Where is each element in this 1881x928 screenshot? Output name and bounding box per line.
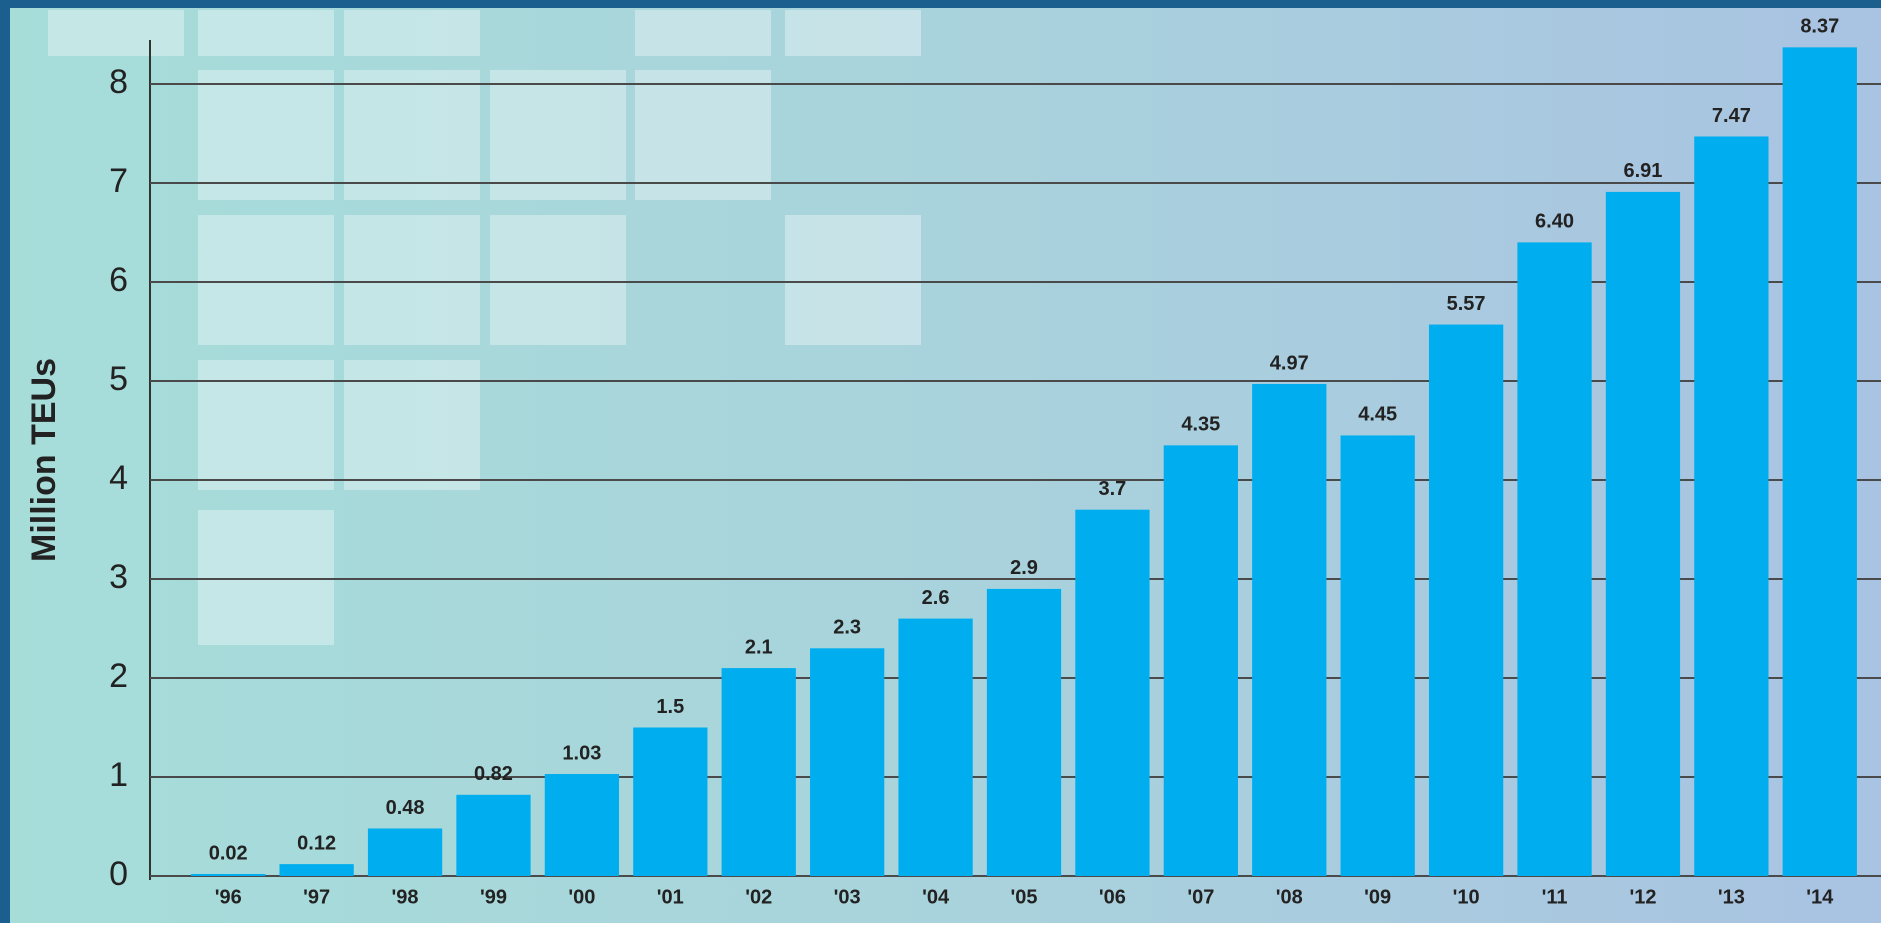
x-tick-label: '01 (657, 886, 684, 908)
y-tick-label: 1 (109, 756, 128, 794)
value-label: 6.91 (1623, 160, 1662, 182)
value-label: 2.9 (1010, 557, 1038, 579)
y-tick-label: 5 (109, 360, 128, 398)
value-label: 1.03 (562, 742, 601, 764)
value-label: 2.1 (745, 636, 773, 658)
value-label: 8.37 (1800, 16, 1839, 38)
value-label: 3.7 (1099, 478, 1127, 500)
y-tick-label: 2 (109, 657, 128, 695)
bar (367, 828, 443, 876)
value-label: 4.45 (1358, 404, 1397, 426)
bar (1605, 191, 1681, 876)
y-tick-label: 0 (109, 855, 128, 893)
x-tick-label: '13 (1718, 886, 1745, 908)
x-tick-label: '06 (1099, 886, 1126, 908)
bar (1252, 383, 1327, 876)
x-tick-label: '96 (215, 886, 242, 908)
x-tick-label: '11 (1542, 886, 1568, 908)
bar (1428, 324, 1504, 876)
bar (456, 794, 531, 876)
bar (898, 618, 973, 876)
value-label: 0.48 (386, 797, 425, 819)
value-label: 5.57 (1447, 293, 1486, 315)
value-label: 6.40 (1535, 211, 1574, 233)
bar (721, 668, 796, 876)
bar (633, 727, 708, 876)
x-tick-label: '14 (1806, 886, 1834, 908)
bar (1517, 242, 1592, 876)
x-tick-label: '08 (1276, 886, 1303, 908)
x-tick-label: '00 (568, 886, 595, 908)
x-tick-label: '04 (922, 886, 950, 908)
bar (1163, 445, 1238, 876)
x-tick-label: '10 (1453, 886, 1480, 908)
bar (986, 588, 1062, 876)
decor-tiles (48, 10, 921, 645)
x-tick-label: '05 (1010, 886, 1037, 908)
y-axis-label: Million TEUs (25, 358, 63, 562)
value-label: 0.82 (474, 763, 513, 785)
bar (544, 774, 620, 876)
bar (191, 874, 266, 876)
x-tick-label: '03 (834, 886, 861, 908)
value-label: 4.35 (1181, 414, 1220, 436)
x-tick-label: '98 (392, 886, 419, 908)
bar (1782, 47, 1857, 877)
bar (810, 648, 885, 876)
x-tick-label: '99 (480, 886, 507, 908)
bar (1075, 509, 1150, 876)
y-tick-label: 8 (109, 63, 128, 101)
bar (1340, 435, 1415, 876)
value-label: 0.12 (297, 832, 336, 854)
value-label: 0.02 (209, 842, 248, 864)
value-label: 2.6 (922, 587, 950, 609)
y-tick-label: 6 (109, 261, 128, 299)
value-label: 4.97 (1270, 352, 1309, 374)
x-tick-label: '97 (303, 886, 330, 908)
y-tick-label: 4 (109, 459, 128, 497)
value-label: 1.5 (656, 696, 684, 718)
x-tick-label: '07 (1187, 886, 1214, 908)
value-label: 2.3 (833, 617, 861, 639)
y-tick-label: 7 (109, 162, 128, 200)
x-tick-label: '09 (1364, 886, 1391, 908)
y-tick-label: 3 (109, 558, 128, 596)
bar (279, 864, 354, 876)
value-label: 7.47 (1712, 105, 1751, 127)
bar (1694, 136, 1769, 877)
x-tick-label: '12 (1629, 886, 1656, 908)
x-tick-label: '02 (745, 886, 772, 908)
